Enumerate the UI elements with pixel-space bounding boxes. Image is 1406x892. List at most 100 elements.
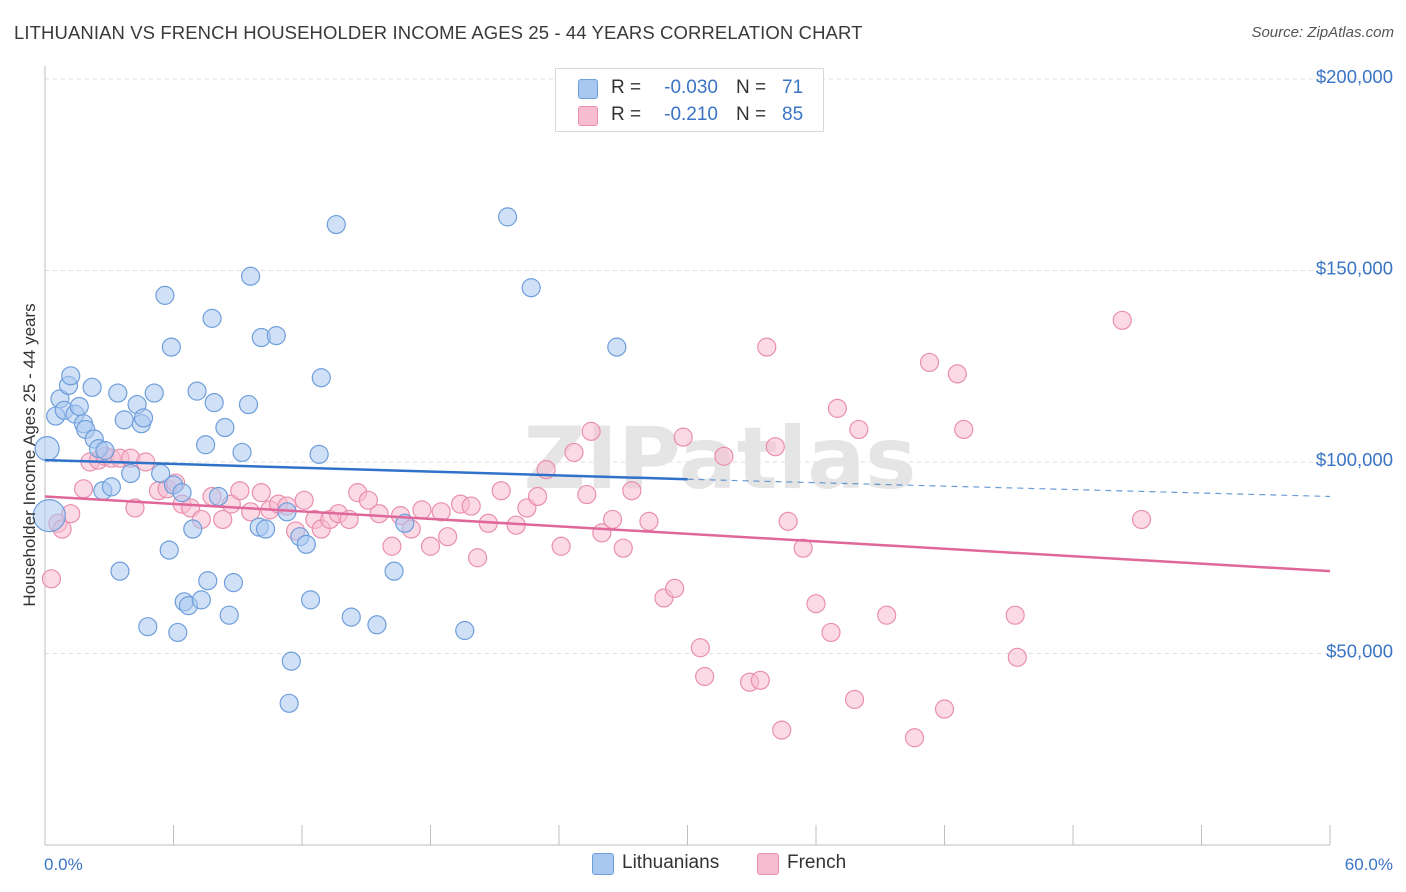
lithuanian-point	[69, 396, 89, 417]
french-point	[527, 486, 548, 507]
legend-swatch-lithuanians	[578, 79, 598, 99]
lithuanian-point	[161, 337, 181, 357]
lithuanian-point	[384, 561, 404, 581]
chart-title: LITHUANIAN VS FRENCH HOUSEHOLDER INCOME …	[14, 22, 863, 43]
lithuanian-point	[114, 410, 134, 430]
lithuanian-point	[198, 571, 218, 591]
legend-r-label: R =	[611, 77, 642, 98]
x-tick-label: 0.0%	[44, 855, 83, 874]
lithuanian-point	[300, 590, 321, 610]
lithuanian-point	[183, 519, 203, 539]
lithuanian-point	[238, 394, 259, 415]
french-point	[577, 484, 597, 505]
trend-lines	[44, 458, 1331, 573]
french-point	[41, 569, 62, 589]
french-point	[806, 594, 826, 614]
legend-r-value: -0.030	[664, 77, 718, 98]
legend-n-value: 71	[782, 77, 804, 98]
french-point	[431, 502, 451, 522]
french-point	[420, 536, 441, 556]
french-point	[491, 481, 511, 501]
lithuanian-point	[208, 486, 229, 507]
french-point	[382, 536, 402, 556]
lithuanian-point	[215, 417, 235, 438]
lithuanian-point	[155, 285, 175, 305]
lithuanian-point	[101, 477, 121, 497]
french-point	[793, 538, 813, 558]
lithuanian-point	[232, 442, 252, 463]
lithuanian-point	[498, 207, 518, 227]
lithuanian-points	[32, 207, 627, 713]
french-point	[904, 728, 925, 748]
gridlines	[45, 78, 1395, 654]
legend-n-value: 85	[782, 104, 804, 125]
lithuanian-point	[32, 499, 66, 533]
french-point	[954, 419, 974, 440]
lithuanian-point	[133, 408, 154, 428]
legend-r-label: R =	[611, 104, 642, 125]
french-point	[1007, 647, 1027, 667]
french-point	[294, 490, 314, 510]
lithuanian-point	[296, 534, 316, 554]
lithuanian-point	[219, 605, 239, 625]
french-point	[757, 337, 777, 357]
y-tick-label: $50,000	[1326, 641, 1393, 662]
french-point	[468, 548, 488, 568]
french-point	[1005, 605, 1025, 625]
y-tick-label: $100,000	[1316, 449, 1393, 470]
french-point	[251, 483, 271, 503]
bottom-legend-swatch-french	[757, 853, 779, 875]
french-point	[772, 720, 792, 740]
x-tick-label: 60.0%	[1345, 855, 1393, 874]
french-point	[714, 446, 734, 466]
lithuanian-point	[202, 308, 222, 328]
french-point	[358, 490, 378, 510]
french-point	[369, 504, 389, 524]
ticks: $50,000 $100,000 $150,000 $200,000 0.0% 60.0%	[44, 66, 1393, 874]
lithuanian-point	[607, 337, 627, 357]
lithuanian-point	[279, 693, 299, 713]
lithuanian-point	[138, 617, 158, 637]
legend-row-french: R = -0.210 N = 85	[556, 102, 823, 130]
french-point	[622, 481, 642, 501]
legend-r-value: -0.210	[664, 104, 718, 125]
lithuanian-point	[196, 435, 216, 455]
lithuanian-point	[309, 444, 329, 464]
lithuanian-point	[266, 326, 286, 346]
legend: R = -0.030 N = 71 R = -0.210 N = 85	[555, 68, 824, 132]
legend-swatch-french	[578, 106, 598, 126]
y-tick-label: $200,000	[1316, 66, 1393, 87]
lithuanian-trend-line	[44, 458, 688, 481]
french-point	[230, 481, 250, 501]
lithuanian-point	[110, 561, 130, 581]
french-point	[613, 538, 633, 558]
french-point	[564, 442, 584, 463]
french-point	[1131, 509, 1152, 530]
french-point	[639, 511, 659, 531]
french-trend-line	[44, 495, 1331, 573]
lithuanian-point	[144, 383, 164, 403]
lithuanian-point	[191, 590, 211, 610]
lithuanian-point	[326, 214, 346, 235]
french-point	[695, 666, 715, 687]
lithuanian-point	[204, 393, 224, 413]
french-point	[821, 622, 841, 643]
legend-n-label: N =	[736, 104, 767, 125]
lithuanian-point	[341, 607, 361, 627]
lithuanian-point	[367, 615, 387, 635]
lithuanian-point	[311, 368, 331, 388]
y-tick-label: $150,000	[1316, 258, 1393, 279]
french-point	[877, 605, 897, 625]
y-axis-label: Householder Income Ages 25 - 44 years	[20, 303, 39, 606]
lithuanian-point	[159, 540, 179, 560]
lithuanian-point	[95, 440, 115, 461]
french-point	[665, 578, 685, 598]
lithuanian-point	[223, 573, 244, 593]
lithuanian-point	[455, 620, 475, 641]
lithuanian-point	[521, 278, 541, 298]
french-point	[947, 364, 967, 384]
french-point	[581, 421, 601, 441]
lithuanian-point	[172, 483, 192, 503]
french-point	[1112, 310, 1132, 330]
french-point	[438, 527, 458, 547]
